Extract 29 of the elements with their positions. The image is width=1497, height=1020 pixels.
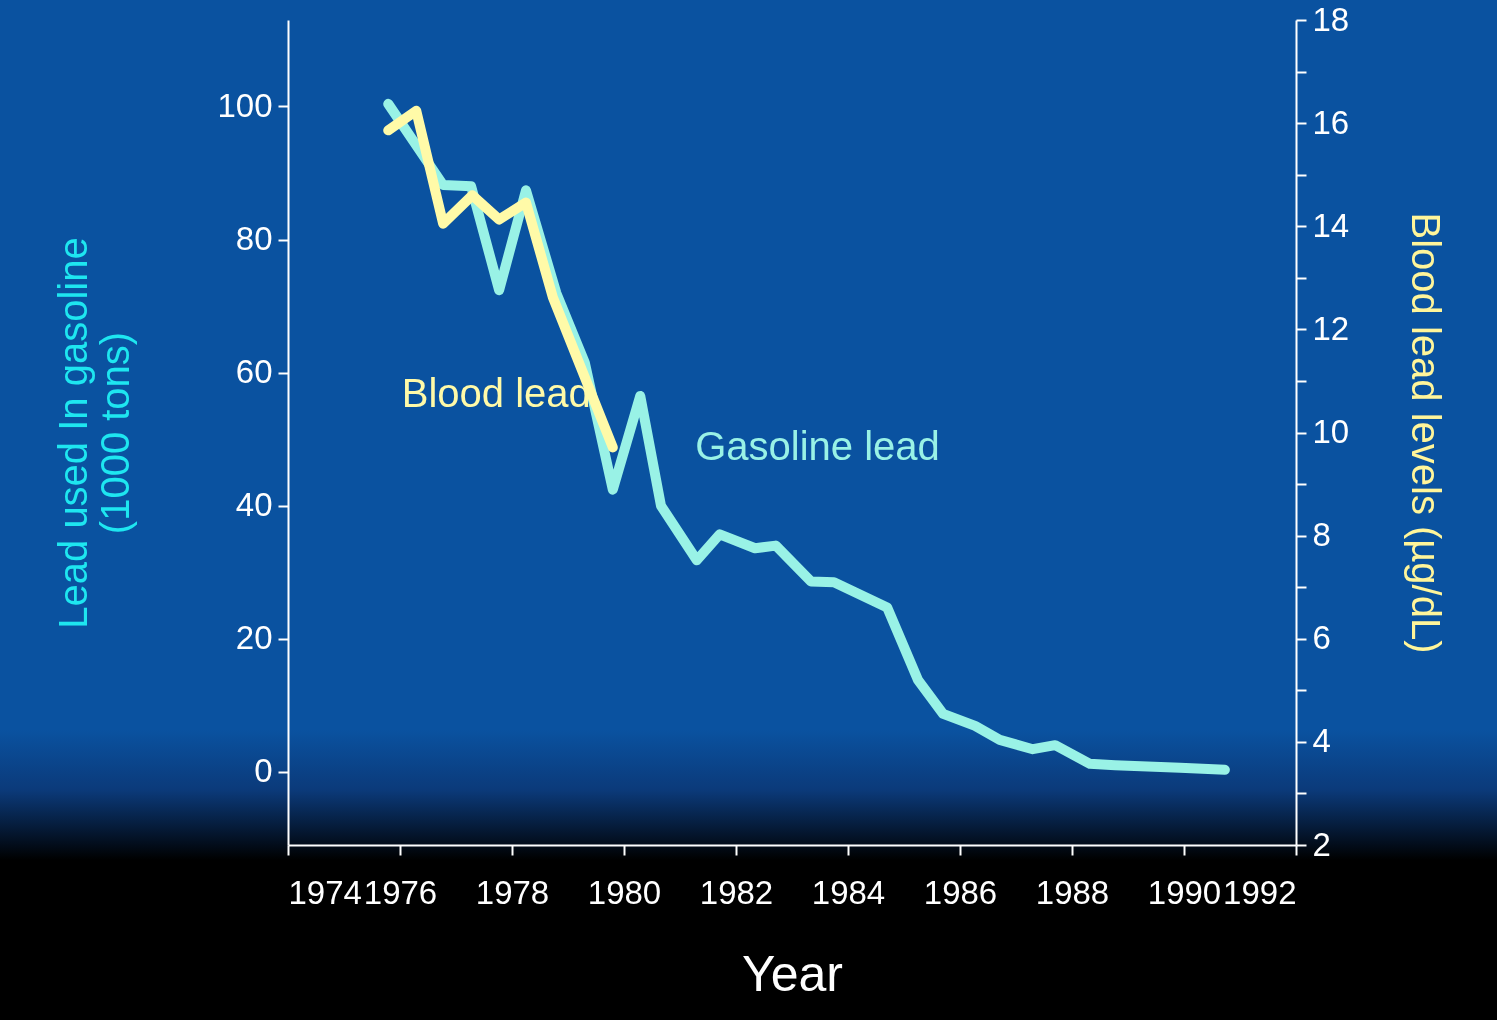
y-tick-label: 80 [235,220,273,258]
x-tick-label: 1988 [1035,873,1110,911]
x-tick-label: 1986 [923,873,998,911]
y2-tick-label: 2 [1312,825,1331,863]
y2-tick-label: 12 [1312,309,1350,347]
x-tick-label: 1992 [1223,873,1297,911]
y-tick-label: 0 [254,752,273,790]
y2-tick-label: 6 [1312,619,1331,657]
x-tick-label: 1980 [587,873,662,911]
x-tick-label: 1978 [475,873,550,911]
x-tick-label: 1984 [811,873,886,911]
y2-axis-title: Blood lead levels (µg/dL) [1404,212,1449,654]
y2-tick-label: 18 [1312,0,1350,38]
x-tick-label: 1976 [363,873,438,911]
y2-tick-label: 10 [1312,413,1350,450]
x-axis-title: Year [741,945,844,1002]
y2-tick-label: 4 [1312,722,1331,760]
x-tick-label: 1990 [1147,873,1222,911]
y2-tick-label: 8 [1312,516,1331,554]
y2-tick-label: 16 [1312,103,1350,141]
x-tick-label: 1982 [699,873,774,911]
y-tick-label: 40 [235,486,273,524]
y-tick-label: 60 [235,353,273,391]
y-axis-title: Lead used In gasoline (1000 tons) [51,237,138,629]
y2-tick-label: 14 [1312,206,1350,244]
series-label: Gasoline lead [695,423,940,468]
x-tick-label: 1974 [288,873,362,911]
y-tick-label: 20 [235,619,273,657]
y-tick-label: 100 [217,86,273,124]
